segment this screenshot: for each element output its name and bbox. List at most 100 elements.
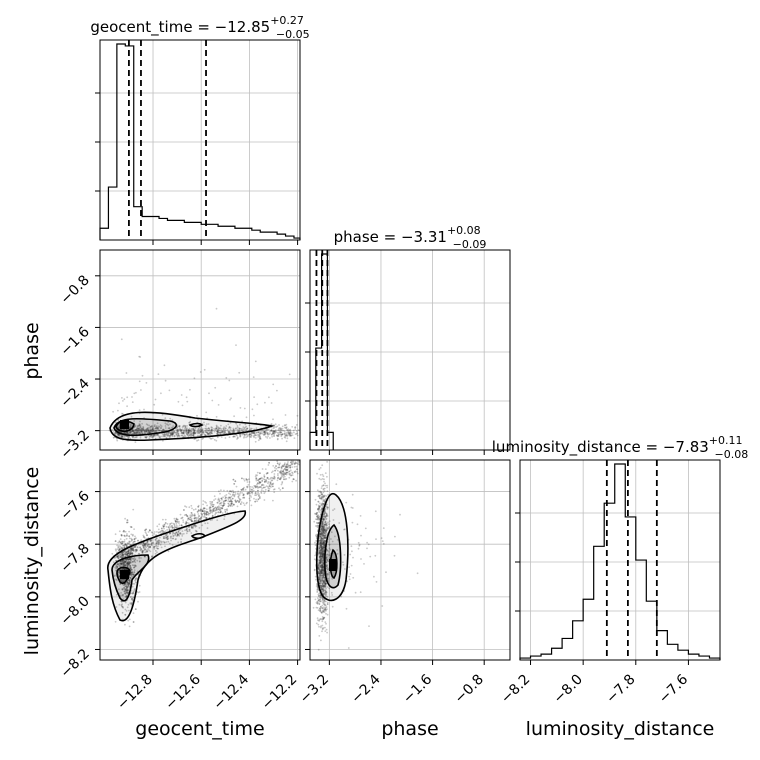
panel-geo-phase-point [188,429,190,431]
panel-phase-lum-point [380,537,383,539]
panel-geo-phase-point [187,431,190,434]
panel-geo-phase-point [205,429,208,431]
panel-phase-lum-point [317,597,319,600]
panel-geo-phase-point [133,392,136,395]
panel-geo-phase-point [168,427,171,430]
panel-phase-lum-point [321,620,324,623]
panel-geo-phase-point [263,431,266,433]
panel-geo-lum-point [248,497,251,500]
panel-phase-lum-point [316,472,318,475]
panel-geo-lum-point [186,522,188,524]
panel-geo-phase-point [266,429,269,431]
panel-geo-lum-point [229,500,231,503]
panel-geo-lum-point [213,507,215,510]
panel-geo-phase-point [258,432,261,435]
panel-geo-phase-point [182,431,185,433]
panel-geo-phase-point [228,430,231,433]
panel-geo-phase-point [287,429,290,432]
panel-geo-phase-point [194,427,197,430]
panel-geo-lum-point [201,514,204,517]
panel-geo-lum-point [166,528,169,531]
panel-geo-phase-point [228,426,231,428]
panel-geo-phase-point [280,434,282,436]
panel-phase-lum-point [318,494,320,497]
panel-geo-phase-point [210,432,213,435]
panel-geo-phase-point [117,433,120,436]
panel-geo-lum-point [247,483,250,486]
panel-geo-phase-point [117,434,119,437]
panel-geo-phase-point [219,433,222,435]
panel-geo-phase-point [216,432,219,435]
panel-geo-lum-point [175,522,178,525]
panel-geo-phase-point [185,430,187,432]
panel-phase-lum-point [316,607,319,609]
panel-geo-phase-point [263,430,266,433]
panel-geo-phase-point [135,431,138,433]
panel-geo-phase-point [187,429,190,432]
panel-geo-lum-point [261,480,264,482]
panel-geo-phase-point [137,429,140,432]
panel-geo-phase-point [164,422,167,425]
panel-geo-phase-point [203,368,206,371]
panel-geo-phase-point [224,437,227,439]
panel-geo-phase-point [296,432,299,435]
panel-geo-lum-point [209,506,212,509]
panel-phase-lum-point [319,618,322,620]
panel-geo-phase-point [181,428,184,431]
panel-geo-lum-point [256,474,258,477]
panel-geo-phase-point [126,435,129,438]
panel-geo-phase-point [264,429,267,432]
panel-geo-phase-point [193,431,196,434]
panel-geo-lum-point [285,469,287,471]
panel-geo-lum-point [177,526,179,528]
panel-geo-phase-point [186,434,189,436]
panel-geo-phase-point [167,435,170,437]
panel-geo-phase-point [122,432,125,434]
panel-geo-lum-point [207,514,210,516]
panel-geo-lum-point [242,493,245,496]
panel-geo-phase-point [196,432,199,435]
panel-geo-phase-point [233,435,235,438]
panel-geo-phase-point [289,434,292,437]
panel-geo-lum-point [202,503,205,506]
panel-geo-phase-point [171,433,174,436]
panel-geo-phase-point [176,426,179,429]
panel-geo-phase-point [241,433,244,436]
panel-geo-lum-point [219,502,222,505]
panel-geo-phase-point [121,397,123,399]
panel-geo-phase-point [198,429,201,432]
panel-geo-phase-point [137,427,139,430]
panel-geo-lum-point [161,529,164,532]
panel-geo-phase-point [112,410,114,413]
panel-geo-lum-point [124,530,127,533]
panel-geo-phase-point [265,435,267,438]
panel-geo-lum-point [215,508,218,510]
panel-geo-lum-point [249,485,252,488]
panel-geo-phase-point [146,430,148,433]
panel-geo-phase-point [264,401,266,404]
panel-geo-phase-point [253,396,256,398]
title-geocent-time-plus: +0.27 [270,14,304,27]
panel-phase-lum-point [322,627,325,629]
panel-geo-phase-point [264,431,266,434]
panel-geo-lum-point [274,469,276,472]
title-luminosity-distance-name: luminosity_distance [492,438,641,457]
panel-geo-lum-point [170,522,173,524]
panel-geo-lum-point [170,526,172,528]
panel-geo-lum-point [290,461,292,464]
panel-phase-lum-point [322,610,325,613]
panel-phase-lum-point [321,604,324,607]
panel-geo-phase-point [228,432,230,434]
panel-geo-phase-point [288,433,290,436]
panel-geo-phase-point [151,430,154,433]
panel-geo-phase-point [276,438,279,441]
panel-geo-phase-point [271,435,273,438]
panel-geo-phase-point [253,431,255,434]
panel-geo-lum-point [176,521,179,523]
panel-geo-phase-point [199,428,201,431]
panel-geo-phase-point [251,432,253,434]
panel-geo-phase-point [134,432,137,435]
panel-geo-phase-point [215,307,218,310]
panel-geo-lum-point [219,492,221,495]
panel-geo-lum-point [278,466,280,469]
